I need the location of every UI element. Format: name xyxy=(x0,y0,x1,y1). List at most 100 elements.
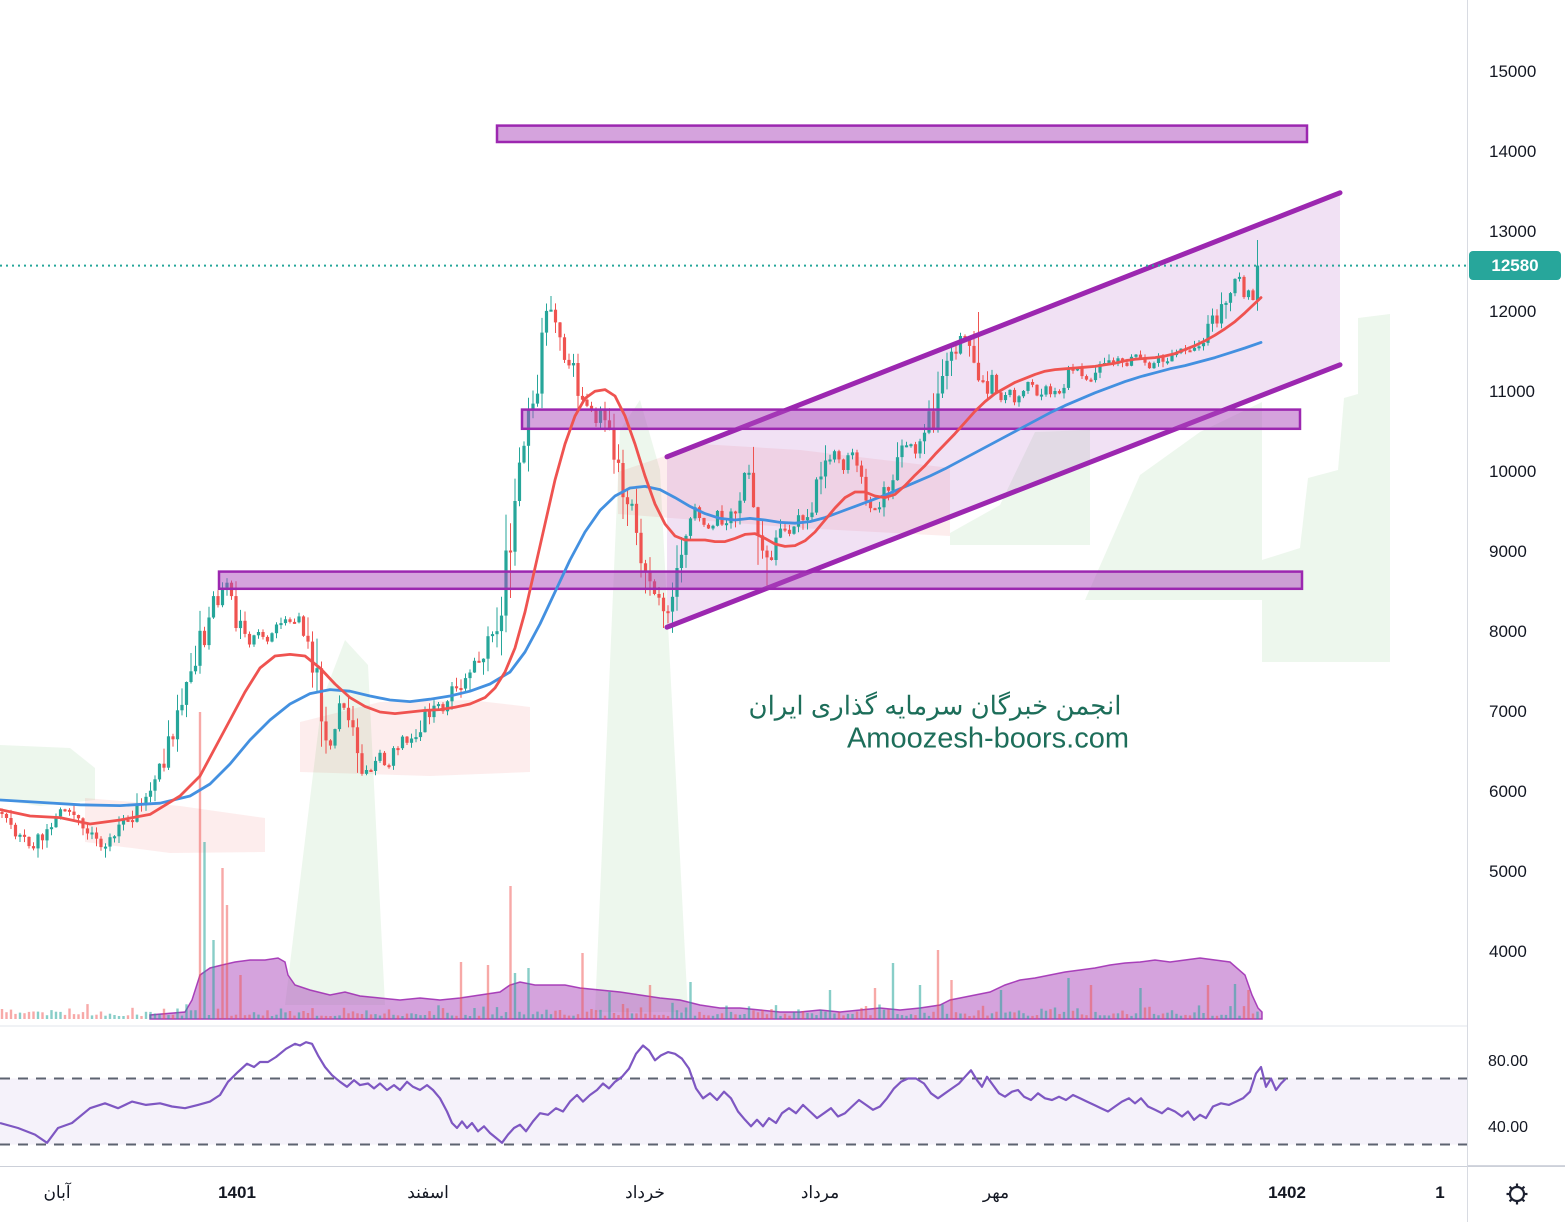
volume-bar xyxy=(1134,1013,1138,1019)
volume-bar xyxy=(945,1013,949,1019)
candle-body xyxy=(1206,323,1210,343)
candle-body xyxy=(918,441,922,454)
candle-body xyxy=(877,507,882,510)
candle-body xyxy=(306,635,310,642)
volume-bar xyxy=(810,1013,814,1019)
time-axis[interactable]: آبان 1401 اسفند خرداد مرداد مهر 1402 1 xyxy=(0,1166,1467,1222)
candle-body xyxy=(517,462,522,501)
volume-bar xyxy=(698,1011,701,1019)
price-axis[interactable]: 15000 14000 13000 12000 11000 10000 9000 8000 70… xyxy=(1467,0,1565,1166)
volume-bar xyxy=(104,1015,107,1019)
volume-bar xyxy=(968,1016,971,1019)
candle-body xyxy=(94,832,99,839)
volume-bar xyxy=(293,1015,296,1019)
volume-bar xyxy=(455,1015,458,1019)
candle-body xyxy=(1224,302,1228,305)
volume-bar xyxy=(491,1014,494,1019)
candle-body xyxy=(625,497,630,505)
volume-bar xyxy=(878,1004,881,1019)
candle-body xyxy=(198,630,202,666)
volume-bar xyxy=(1247,990,1250,1019)
volume-bar xyxy=(275,1014,278,1019)
volume-bar xyxy=(1094,1011,1097,1019)
cloud-area xyxy=(595,400,688,1012)
volume-bar xyxy=(761,1009,764,1019)
candle-body xyxy=(414,737,418,740)
volume-bar xyxy=(513,973,517,1019)
candle-body xyxy=(499,615,504,632)
volume-bar xyxy=(765,1014,769,1019)
volume-bar xyxy=(1256,1011,1259,1019)
volume-bar xyxy=(86,1004,89,1019)
candle-body xyxy=(792,526,796,534)
candle-body xyxy=(337,703,342,730)
candle-body xyxy=(108,837,112,847)
settings-gear-icon[interactable] xyxy=(1499,1176,1535,1215)
candle-body xyxy=(148,790,153,797)
volume-bar xyxy=(189,1010,193,1019)
candle-body xyxy=(481,658,486,663)
candle-body xyxy=(1143,358,1147,363)
volume-bar xyxy=(27,1011,31,1019)
candle-body xyxy=(9,818,13,825)
volume-bar xyxy=(401,1016,404,1019)
volume-bar xyxy=(198,712,202,1019)
volume-bar xyxy=(585,1011,589,1019)
candle-body xyxy=(72,811,76,815)
volume-bar xyxy=(518,1011,521,1019)
candle-body xyxy=(292,621,297,624)
volume-bar xyxy=(716,1014,719,1019)
volume-bar xyxy=(635,1013,638,1019)
price-axis-label: 11000 xyxy=(1489,382,1536,401)
volume-bar xyxy=(941,1004,944,1019)
price-axis-label: 10000 xyxy=(1489,462,1537,481)
volume-bar xyxy=(63,1014,67,1019)
volume-bar xyxy=(855,1011,859,1019)
candle-body xyxy=(1026,382,1030,391)
volume-bar xyxy=(176,1008,179,1019)
candle-body xyxy=(814,479,819,513)
volume-bar xyxy=(1193,1012,1196,1019)
volume-bar xyxy=(896,1014,899,1019)
volume-bar xyxy=(365,1010,368,1019)
volume-bar xyxy=(1170,1010,1174,1019)
candle-body xyxy=(571,363,576,366)
rsi-axis-label-40: 40.00 xyxy=(1488,1119,1529,1136)
price-axis-label: 4000 xyxy=(1489,942,1527,961)
volume-bar xyxy=(725,1005,728,1019)
volume-bar xyxy=(68,1008,71,1019)
volume-bar xyxy=(954,1012,958,1019)
volume-bar xyxy=(221,868,224,1019)
candle-body xyxy=(391,748,396,766)
candle-body xyxy=(580,395,585,400)
candle-body xyxy=(873,508,877,511)
volume-bar xyxy=(131,1007,134,1019)
candle-body xyxy=(823,460,828,477)
price-zone[interactable] xyxy=(217,570,1304,591)
price-zone[interactable] xyxy=(520,408,1302,431)
volume-bar xyxy=(504,1012,508,1019)
volume-bar xyxy=(536,1011,539,1019)
candle-body xyxy=(630,503,634,506)
time-axis-label: 1 xyxy=(1435,1183,1445,1202)
candle-body xyxy=(940,376,945,394)
volume-bar xyxy=(1215,1015,1219,1019)
volume-bar xyxy=(248,1014,251,1019)
candle-body xyxy=(1219,304,1224,324)
volume-bar xyxy=(792,1012,796,1019)
candle-body xyxy=(1003,395,1008,401)
volume-bar xyxy=(653,1014,656,1019)
volume-bar xyxy=(788,1015,791,1019)
volume-bar xyxy=(999,990,1003,1019)
candle-body xyxy=(1138,354,1143,358)
candle-body xyxy=(621,463,625,498)
volume-bar xyxy=(675,1010,679,1019)
price-zone[interactable] xyxy=(495,124,1309,144)
candle-body xyxy=(972,345,976,363)
candle-body xyxy=(396,748,400,751)
volume-bar xyxy=(1062,1011,1066,1019)
volume-bar xyxy=(369,1014,373,1019)
volume-bar xyxy=(320,1015,323,1019)
